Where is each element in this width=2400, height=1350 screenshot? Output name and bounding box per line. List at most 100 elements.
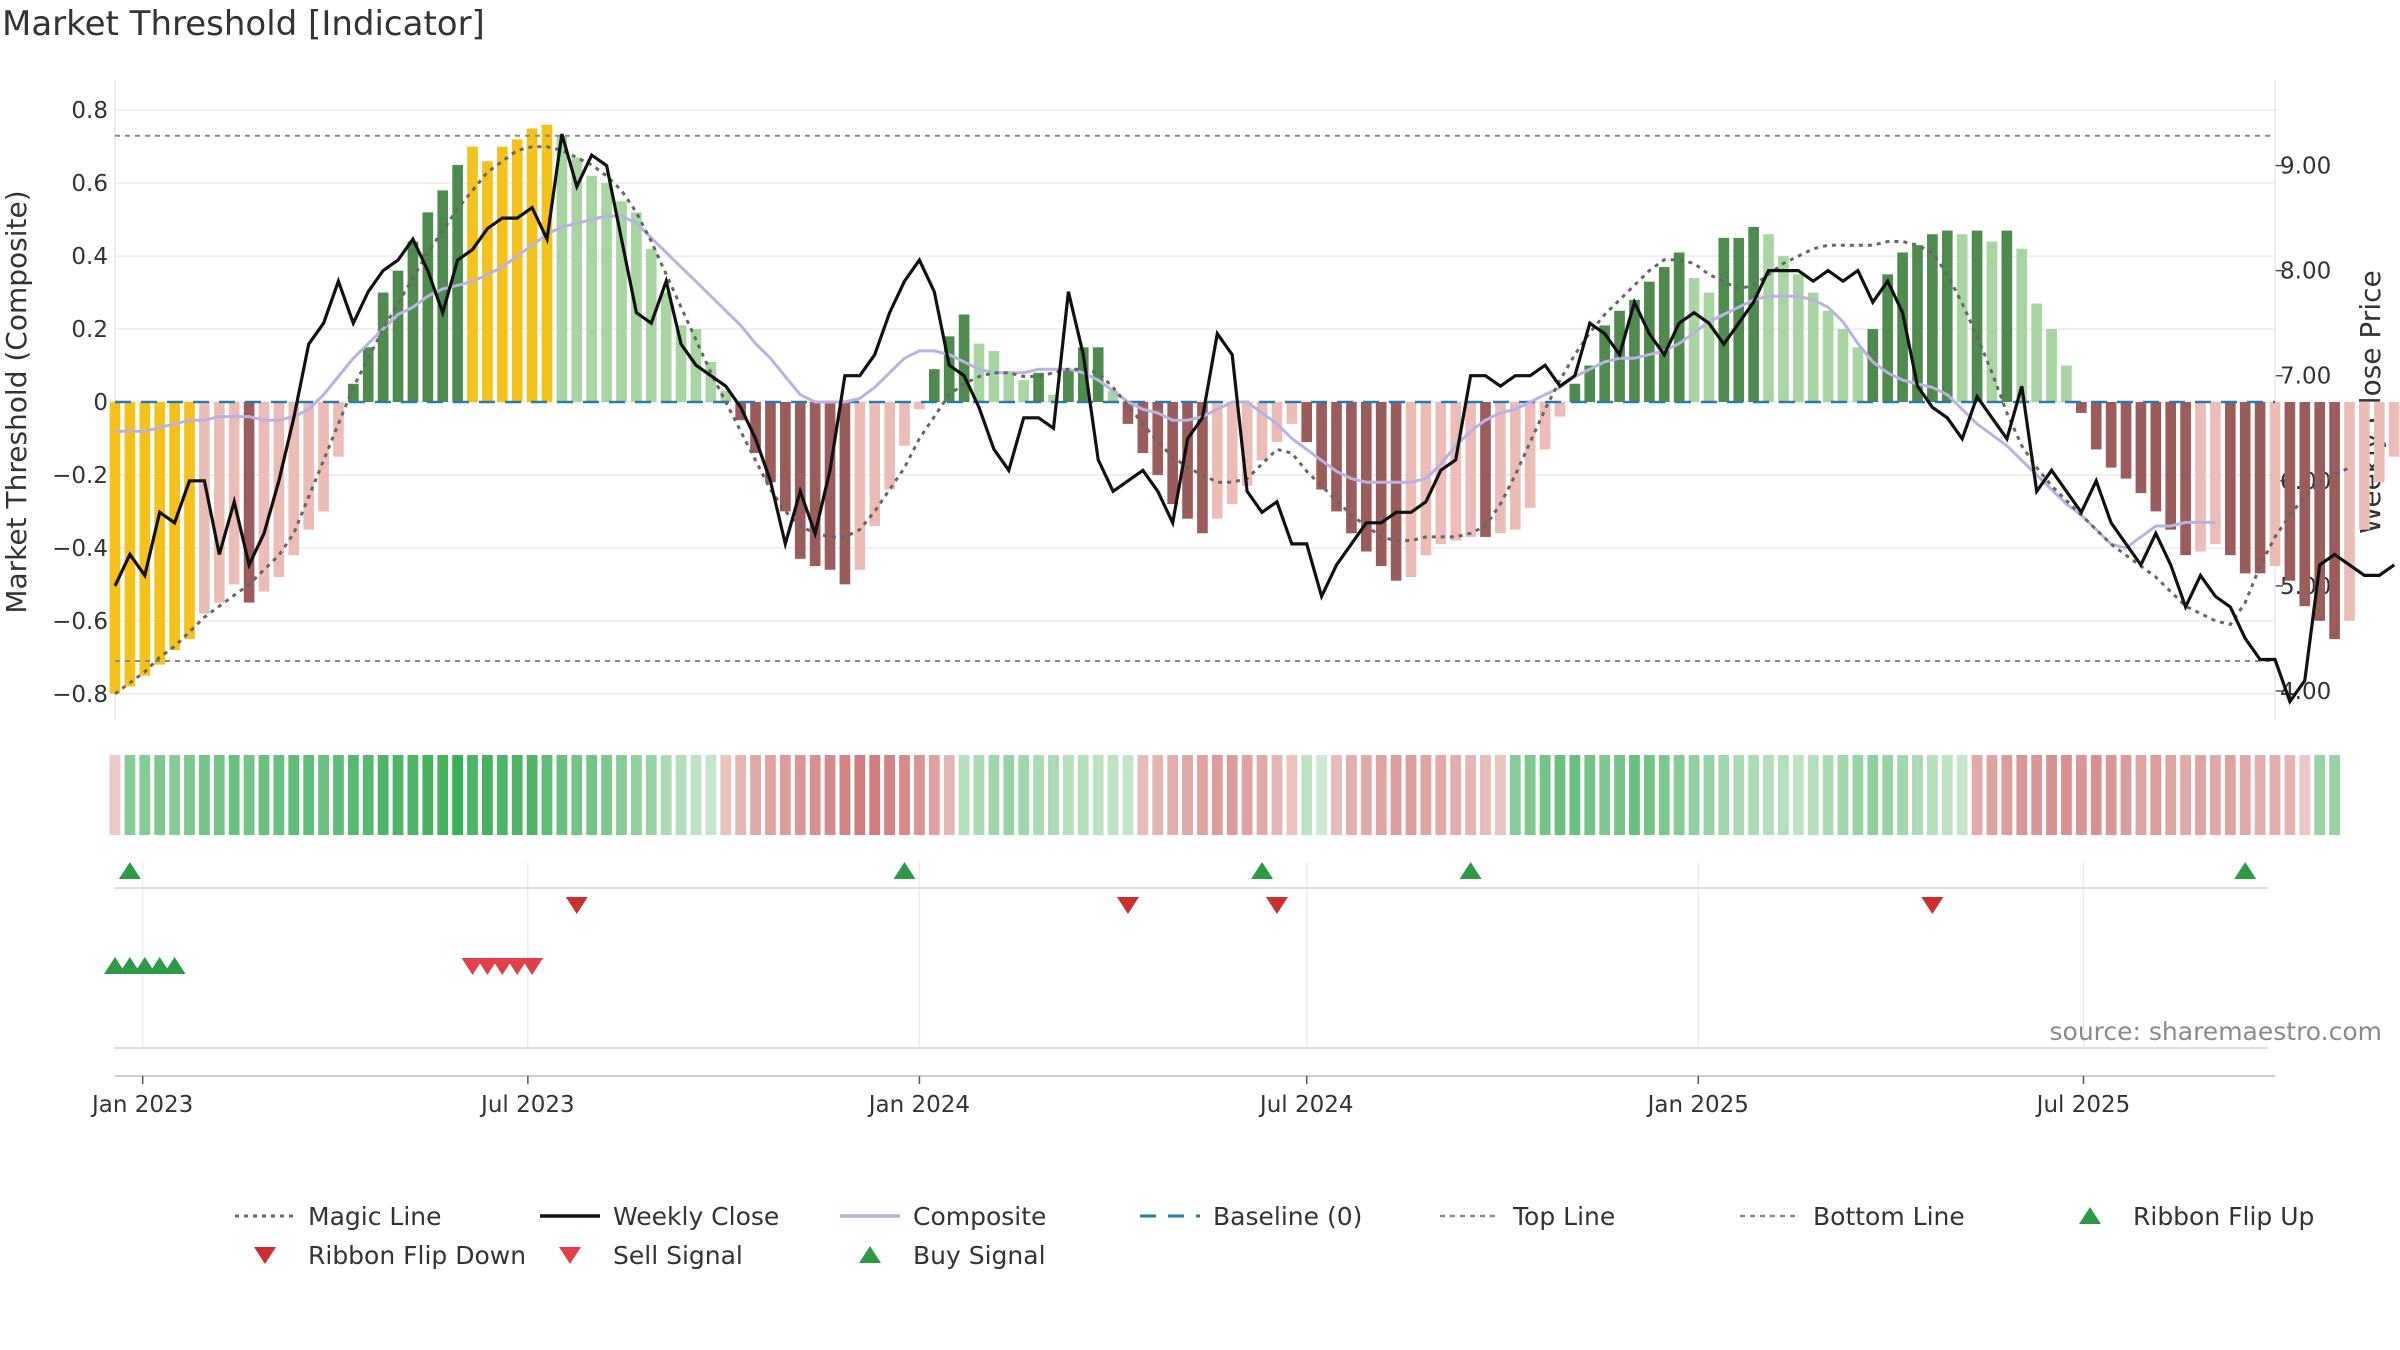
composite-bar (2165, 402, 2177, 530)
source-label: source: sharemaestro.com (2050, 1017, 2383, 1046)
composite-bar (2224, 402, 2236, 556)
ribbon-cell (1882, 755, 1894, 835)
composite-bar (422, 212, 434, 402)
ribbon-cell (1033, 755, 1044, 835)
ribbon-cell (1256, 755, 1268, 835)
magic-line (114, 145, 2351, 696)
composite-bar (139, 402, 151, 676)
composite-bar (1688, 278, 1700, 402)
composite-bar (2239, 402, 2251, 574)
x-tick-label: Jul 2024 (1258, 1092, 1354, 1118)
composite-bar (1986, 241, 1998, 402)
buy-signal-marker (148, 957, 171, 974)
composite-bar (452, 164, 463, 402)
ribbon-cell (198, 755, 210, 835)
composite-bar (258, 402, 270, 592)
ribbon-cell (1301, 755, 1313, 835)
composite-bar (303, 402, 314, 530)
x-tick-label: Jan 2024 (867, 1092, 970, 1118)
composite-bar (601, 183, 612, 402)
composite-bar (1390, 402, 1402, 581)
weekly-close-line (113, 133, 2396, 705)
composite-bar (1971, 230, 1983, 402)
ribbon-cell (1956, 755, 1968, 835)
composite-bar (809, 402, 821, 567)
composite-bar (407, 241, 419, 402)
ribbon-cell (824, 755, 836, 835)
composite-bar (199, 402, 210, 614)
ribbon-cell (1718, 755, 1730, 835)
composite-bar (1167, 402, 1178, 505)
composite-bar (1077, 347, 1089, 402)
ribbon-cell (2210, 755, 2221, 835)
composite-bar (586, 175, 598, 402)
composite-bar (377, 292, 389, 402)
ribbon-cell (779, 755, 791, 835)
ribbon-cell (496, 755, 508, 835)
ribbon-cell (169, 755, 180, 835)
x-tick-label: Jul 2025 (2035, 1092, 2131, 1118)
composite-bar (645, 248, 657, 402)
chart-title: Market Threshold [Indicator] (2, 4, 485, 44)
composite-bar (362, 347, 374, 402)
ribbon-cell (765, 755, 776, 835)
ribbon-cell (392, 755, 404, 835)
ribbon-cell (1584, 755, 1596, 835)
ribbon-cell (1748, 755, 1760, 835)
composite-bar (1941, 230, 1953, 402)
legend-swatch-tri-up (859, 1246, 881, 1263)
composite-bar (541, 124, 553, 402)
ribbon-cell (1941, 755, 1953, 835)
sell-signal-marker (521, 958, 544, 975)
legend-swatch-tri-up (2079, 1207, 2101, 1224)
composite-bar (794, 402, 806, 559)
ribbon-cell (1852, 755, 1864, 835)
ribbon-cell (139, 755, 151, 835)
composite-bar (1331, 402, 1342, 512)
composite-bar (1241, 402, 1253, 486)
composite-bar (1495, 402, 1506, 534)
ribbon-cell (2090, 755, 2102, 835)
y-left-axis-title: Market Threshold (Composite) (0, 190, 33, 613)
ribbon-cell (660, 755, 672, 835)
composite-bar (1137, 402, 1149, 454)
composite-bar (1405, 402, 1417, 578)
composite-bar (899, 402, 910, 446)
composite-line (115, 214, 2216, 550)
ribbon-cell (1077, 755, 1089, 835)
composite-bar (2388, 402, 2400, 457)
ribbon-cell (1554, 755, 1566, 835)
ribbon-cell (601, 755, 612, 835)
ribbon-cell (1509, 755, 1521, 835)
ribbon-cell (1390, 755, 1402, 835)
ribbon-cell (1003, 755, 1015, 835)
composite-bar (705, 361, 717, 402)
composite-bar (2210, 402, 2221, 545)
legend-label: Magic Line (308, 1202, 442, 1231)
composite-bar (1197, 402, 1208, 534)
ribbon-cell (869, 755, 881, 835)
ribbon-cell (928, 755, 940, 835)
ribbon-cell (2195, 755, 2206, 835)
ribbon-cell (2150, 755, 2162, 835)
ribbon-cell (2105, 755, 2117, 835)
ribbon-cell (1137, 755, 1149, 835)
ribbon-cell (630, 755, 642, 835)
ribbon-cell (511, 755, 523, 835)
ribbon-cell (2061, 755, 2072, 835)
composite-bar (1912, 245, 1923, 402)
composite-bar (482, 161, 493, 402)
composite-bar (1644, 281, 1655, 402)
composite-bar (1584, 365, 1596, 402)
composite-bar (1837, 329, 1849, 402)
legend-label: Buy Signal (913, 1241, 1046, 1270)
ribbon-cell (1062, 755, 1074, 835)
composite-bar (1063, 369, 1074, 402)
composite-bar (124, 402, 136, 687)
composite-bar (1003, 372, 1015, 402)
ribbon-flip-down-marker (565, 897, 588, 914)
composite-bar (2299, 402, 2311, 607)
ribbon-cell (1435, 755, 1447, 835)
ribbon-cell (1614, 755, 1625, 835)
legend-label: Baseline (0) (1213, 1202, 1362, 1231)
